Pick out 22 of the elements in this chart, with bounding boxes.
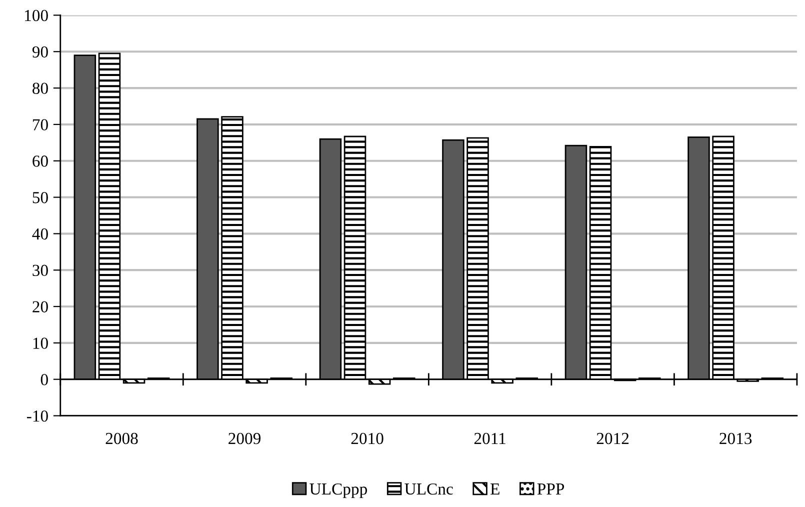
y-tick-label: 100	[25, 10, 48, 22]
y-tick-label: 10	[33, 338, 48, 349]
y-tick-label: 80	[32, 82, 48, 94]
y-tick-label: 0	[40, 374, 48, 386]
legend-label: ULCppp	[310, 483, 367, 498]
x-tick-label: 2013	[720, 432, 752, 444]
legend-label: PPP	[537, 484, 564, 494]
y-tick-label: 30	[32, 264, 48, 276]
legend-label: ULCnc	[404, 483, 453, 495]
y-tick-label: 40	[32, 228, 48, 240]
y-tick-label: 60	[32, 156, 48, 167]
y-tick-label: 20	[32, 301, 48, 312]
x-tick-label: 2011	[474, 432, 506, 444]
x-tick-label: 2009	[228, 432, 261, 444]
x-tick-label: 2008	[106, 432, 138, 444]
x-tick-label: 2010	[351, 432, 384, 444]
y-tick-label: -10	[26, 410, 48, 422]
y-tick-label: 50	[32, 192, 48, 204]
legend-label: E	[490, 484, 500, 494]
y-tick-label: 90	[32, 46, 48, 58]
x-tick-label: 2012	[596, 432, 629, 444]
y-tick-label: 70	[33, 119, 48, 130]
